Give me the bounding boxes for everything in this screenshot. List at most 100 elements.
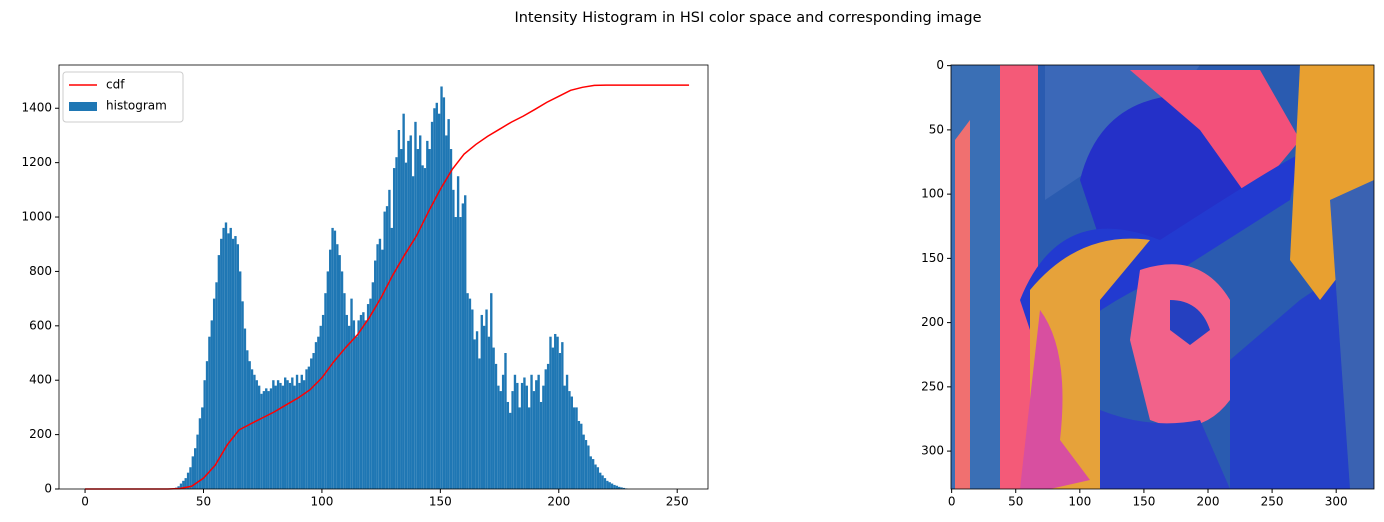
histogram-bar <box>302 380 306 489</box>
x-tick-label: 0 <box>81 495 89 509</box>
histogram-bar <box>584 440 588 489</box>
histogram-bar <box>497 385 500 489</box>
x-tick-label: 50 <box>1008 495 1023 509</box>
histogram-bar <box>269 388 273 489</box>
y-tick-label: 800 <box>29 264 52 278</box>
histogram-bar <box>317 336 320 489</box>
histogram-bar <box>575 407 578 489</box>
histogram-bar <box>262 391 266 489</box>
histogram-bar <box>229 227 232 490</box>
histogram-bar <box>570 396 573 489</box>
histogram-bar <box>554 333 557 489</box>
histogram-bar <box>509 412 512 489</box>
histogram-bar <box>523 377 526 489</box>
histogram-bar <box>340 271 344 489</box>
histogram-bar <box>345 314 348 489</box>
histogram-bar <box>511 391 514 489</box>
histogram-bar <box>565 374 569 489</box>
histogram-bar <box>615 485 618 489</box>
histogram-bar <box>364 320 367 489</box>
histogram-bar <box>388 189 391 489</box>
histogram-bar <box>504 353 507 489</box>
histogram-bar <box>257 385 261 489</box>
histogram-bar <box>253 374 256 489</box>
histogram-bar <box>179 483 183 489</box>
histogram-bar <box>471 309 474 489</box>
histogram-bar <box>617 486 621 489</box>
histogram-bar <box>291 377 294 489</box>
histogram-bar <box>490 293 493 489</box>
histogram-bar <box>329 249 332 489</box>
x-tick-label: 100 <box>310 495 333 509</box>
histogram-bar <box>234 236 237 489</box>
x-tick-label: 150 <box>429 495 452 509</box>
histogram-bar <box>189 467 192 489</box>
histogram-bar <box>378 238 382 489</box>
histogram-bar <box>459 217 462 489</box>
histogram-bar <box>442 97 446 490</box>
histogram-bar <box>267 391 270 489</box>
y-tick-label: 1000 <box>21 210 52 224</box>
histogram-bar <box>383 211 386 489</box>
histogram-bar <box>236 244 240 489</box>
y-tick-label: 400 <box>29 373 52 387</box>
histogram-bar <box>456 176 460 489</box>
histogram-bar <box>194 448 197 489</box>
y-tick-label: 1200 <box>21 155 52 169</box>
histogram-bar <box>231 238 235 489</box>
histogram-bar <box>494 363 498 489</box>
histogram-bar <box>347 325 351 489</box>
histogram-bar <box>182 480 185 489</box>
histogram-bar <box>622 487 626 489</box>
histogram-bar <box>485 309 488 489</box>
histogram-bar <box>274 385 277 489</box>
histogram-bar <box>272 380 275 489</box>
legend-label: cdf <box>106 78 125 92</box>
histogram-bar <box>381 249 384 489</box>
histogram-bar <box>355 336 358 489</box>
histogram-bar <box>409 135 412 489</box>
histogram-bar <box>447 119 450 489</box>
histogram-bar <box>542 385 545 489</box>
histogram-bar <box>596 467 600 489</box>
histogram-bar <box>620 487 623 489</box>
y-tick-label: 200 <box>921 315 944 329</box>
histogram-bar <box>293 385 296 489</box>
histogram-bar <box>606 480 609 489</box>
legend-label: histogram <box>106 99 167 113</box>
histogram-bar <box>603 478 607 489</box>
histogram-bar <box>319 325 322 489</box>
histogram-bar <box>525 385 528 489</box>
histogram-bar <box>454 217 457 489</box>
y-tick-label: 1400 <box>21 101 52 115</box>
histogram-bar <box>374 260 377 489</box>
histogram-bar <box>433 108 436 489</box>
x-tick-label: 0 <box>948 495 956 509</box>
histogram-bar <box>295 374 299 489</box>
histogram-bar <box>284 377 287 489</box>
x-tick-label: 200 <box>1197 495 1220 509</box>
figure-title: Intensity Histogram in HSI color space a… <box>514 10 981 26</box>
histogram-bar <box>390 227 393 490</box>
histogram-bar <box>255 380 258 489</box>
histogram-bar <box>276 380 280 489</box>
histogram-bar <box>449 149 453 489</box>
y-tick-label: 250 <box>921 379 944 393</box>
histogram-bar <box>265 388 268 489</box>
histogram-bar <box>395 157 398 489</box>
histogram-bar <box>563 385 566 489</box>
histogram-bar <box>426 140 429 490</box>
histogram-bar <box>613 484 616 489</box>
histogram-bar <box>241 301 244 489</box>
histogram-bar <box>392 168 396 489</box>
histogram-bar <box>568 391 571 489</box>
histogram-bar <box>298 382 301 489</box>
histogram-bar <box>286 380 289 489</box>
histogram-bar <box>582 434 585 489</box>
histogram-bar <box>501 374 505 489</box>
histogram-bar <box>243 328 247 489</box>
histogram-bar <box>549 336 552 489</box>
histogram-bar <box>499 391 502 489</box>
histogram-bar <box>402 113 405 489</box>
histogram-bar <box>336 244 339 489</box>
